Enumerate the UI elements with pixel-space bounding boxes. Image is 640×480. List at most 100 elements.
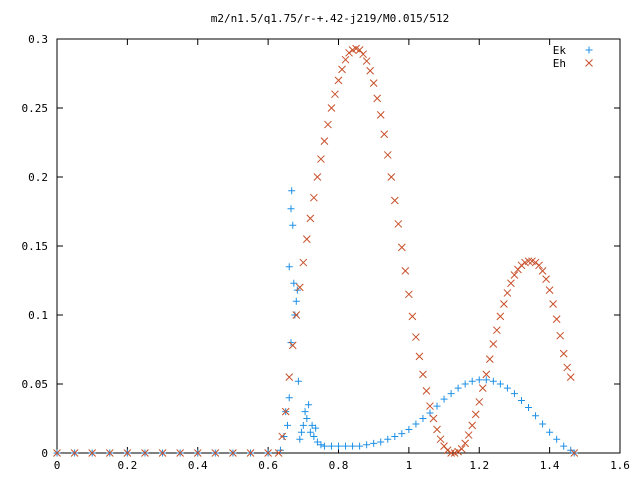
data-point [412, 333, 420, 341]
data-point [306, 428, 314, 436]
data-point [535, 261, 543, 270]
y-tick-label: 0.1 [28, 309, 48, 322]
data-point [461, 439, 470, 448]
data-point [373, 94, 382, 103]
data-point [464, 431, 473, 439]
data-point [546, 428, 554, 436]
data-point [570, 449, 579, 457]
data-point [366, 66, 375, 75]
data-point [356, 442, 364, 450]
data-point [331, 90, 339, 99]
data-point [567, 446, 575, 454]
data-point [306, 214, 315, 223]
data-point [482, 376, 490, 384]
data-point [320, 442, 328, 450]
data-point [287, 205, 295, 213]
data-point [369, 79, 378, 88]
data-point [517, 261, 526, 270]
data-point [553, 435, 561, 443]
data-point [482, 370, 491, 379]
data-point [489, 377, 497, 385]
data-point [405, 426, 413, 434]
x-tick-label: 1.4 [540, 459, 560, 472]
x-tick-label: 0.4 [188, 459, 208, 472]
data-point [532, 412, 540, 420]
data-point [461, 380, 469, 388]
data-point [525, 403, 533, 411]
data-point [287, 339, 295, 347]
data-point [545, 286, 554, 295]
data-point [299, 421, 307, 429]
plot-frame [56, 38, 621, 454]
data-point [176, 449, 185, 457]
data-point [301, 408, 309, 416]
data-point [408, 312, 417, 321]
data-point [377, 438, 385, 446]
data-point [380, 130, 389, 139]
data-point [503, 289, 512, 297]
x-tick-label: 0.2 [117, 459, 137, 472]
data-point [390, 196, 399, 205]
data-point [296, 435, 304, 443]
data-point [391, 432, 399, 440]
data-point [405, 290, 413, 299]
data-point [419, 415, 427, 422]
data-point [436, 435, 445, 444]
data-point [496, 380, 504, 388]
data-point [313, 438, 321, 446]
data-point [211, 449, 220, 457]
data-point [471, 410, 480, 419]
data-point [454, 384, 462, 392]
data-point [489, 340, 498, 348]
data-point [324, 120, 332, 129]
data-point [503, 384, 511, 392]
data-point [433, 402, 441, 410]
data-point [335, 442, 342, 450]
series-Eh [53, 44, 579, 457]
data-point [363, 441, 371, 449]
data-point [292, 297, 300, 305]
data-point [492, 326, 501, 335]
data-point [538, 266, 547, 275]
data-point [285, 263, 293, 271]
data-point [308, 421, 316, 429]
data-point [288, 187, 296, 195]
data-point [317, 441, 325, 449]
data-point [302, 235, 311, 243]
data-point [291, 311, 299, 319]
legend-marker [585, 59, 593, 67]
data-marks [53, 44, 579, 457]
data-point [246, 449, 255, 457]
data-point [288, 341, 297, 350]
chart-title: m2/n1.5/q1.75/r-+.42-j219/M0.015/512 [211, 12, 449, 25]
data-point [454, 447, 462, 456]
data-point [398, 430, 406, 438]
data-point [312, 424, 320, 432]
data-point [70, 449, 79, 457]
x-tick-label: 0.8 [329, 459, 349, 472]
data-point [443, 446, 452, 455]
data-point [317, 155, 325, 163]
data-point [320, 137, 329, 145]
data-point [507, 279, 515, 288]
data-point [285, 394, 293, 402]
data-point [468, 421, 477, 430]
data-point [422, 387, 431, 395]
data-point [426, 402, 434, 410]
data-point [303, 415, 311, 422]
y-tick-label: 0.3 [28, 33, 48, 46]
data-point [53, 449, 61, 457]
legend-marker [585, 46, 593, 54]
data-point [412, 420, 420, 428]
y-tick-label: 0.2 [28, 171, 48, 184]
data-point [345, 48, 353, 57]
x-tick-label: 1 [406, 459, 413, 472]
data-point [387, 173, 396, 181]
y-tick-label: 0.05 [22, 378, 49, 391]
data-point [290, 279, 298, 287]
y-tick-label: 0.15 [22, 240, 49, 253]
data-point [539, 420, 547, 428]
data-point [376, 111, 385, 119]
data-point [475, 376, 483, 384]
data-point [334, 76, 343, 85]
